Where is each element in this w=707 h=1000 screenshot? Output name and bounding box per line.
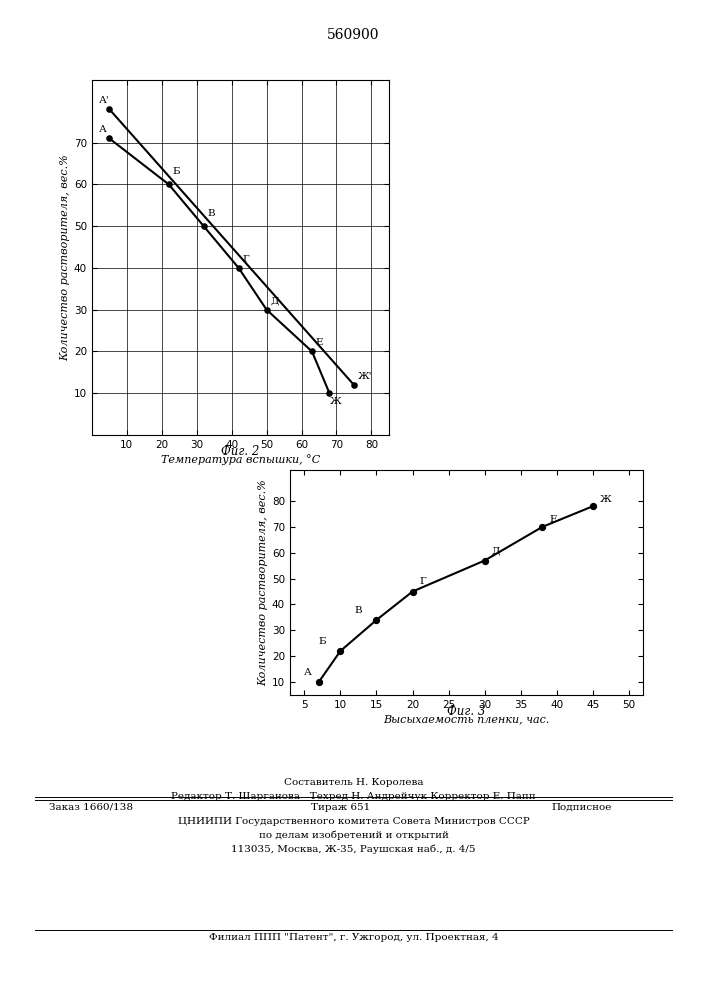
Point <box>306 343 317 359</box>
Text: Б: Б <box>173 167 180 176</box>
Text: Фиг. 2: Фиг. 2 <box>221 445 259 458</box>
Point <box>313 674 325 690</box>
Text: Фиг. 3: Фиг. 3 <box>448 705 486 718</box>
Text: А': А' <box>99 96 110 105</box>
Point <box>104 130 115 146</box>
Text: Редактор Т. Шарганова   Техред Н. Андрейчук Корректор Е. Папп: Редактор Т. Шарганова Техред Н. Андрейчу… <box>171 792 536 801</box>
Text: Филиал ППП "Патент", г. Ужгород, ул. Проектная, 4: Филиал ППП "Патент", г. Ужгород, ул. Про… <box>209 933 498 942</box>
Text: Подписное: Подписное <box>551 803 612 812</box>
Text: А: А <box>304 668 312 677</box>
Text: Тираж 651: Тираж 651 <box>311 803 370 812</box>
Text: 113035, Москва, Ж-35, Раушская наб., д. 4/5: 113035, Москва, Ж-35, Раушская наб., д. … <box>231 845 476 854</box>
Point <box>233 260 245 276</box>
Point <box>588 498 599 514</box>
Y-axis label: Количество растворителя, вес.%: Количество растворителя, вес.% <box>60 154 70 361</box>
Point <box>163 176 175 192</box>
Point <box>334 643 346 659</box>
Point <box>104 101 115 117</box>
Point <box>261 302 272 318</box>
Point <box>370 612 382 628</box>
Text: по делам изобретений и открытий: по делам изобретений и открытий <box>259 831 448 840</box>
Text: Д: Д <box>492 546 501 555</box>
X-axis label: Высыхаемость пленки, час.: Высыхаемость пленки, час. <box>383 714 550 724</box>
Point <box>349 377 360 393</box>
Point <box>407 584 418 600</box>
Point <box>198 218 209 234</box>
Text: Ж: Ж <box>600 495 612 504</box>
Text: Составитель Н. Королева: Составитель Н. Королева <box>284 778 423 787</box>
Text: В: В <box>355 606 363 615</box>
Text: Е: Е <box>315 338 323 347</box>
Text: Г: Г <box>242 255 249 264</box>
Y-axis label: Количество растворителя, вес.%: Количество растворителя, вес.% <box>258 479 268 686</box>
Point <box>537 519 548 535</box>
Text: А: А <box>99 125 107 134</box>
Point <box>479 553 491 569</box>
Text: ЦНИИПИ Государственного комитета Совета Министров СССР: ЦНИИПИ Государственного комитета Совета … <box>177 817 530 826</box>
Text: Г: Г <box>420 577 426 586</box>
Text: Е: Е <box>549 515 557 524</box>
X-axis label: Температура вспышки, °C: Температура вспышки, °C <box>160 454 320 465</box>
Text: В: В <box>207 209 215 218</box>
Text: Д: Д <box>270 297 279 306</box>
Text: Ж: Ж <box>329 397 341 406</box>
Point <box>324 385 335 401</box>
Text: Б: Б <box>319 637 327 646</box>
Text: Заказ 1660/138: Заказ 1660/138 <box>49 803 134 812</box>
Text: 560900: 560900 <box>327 28 380 42</box>
Text: Ж': Ж' <box>358 372 372 381</box>
